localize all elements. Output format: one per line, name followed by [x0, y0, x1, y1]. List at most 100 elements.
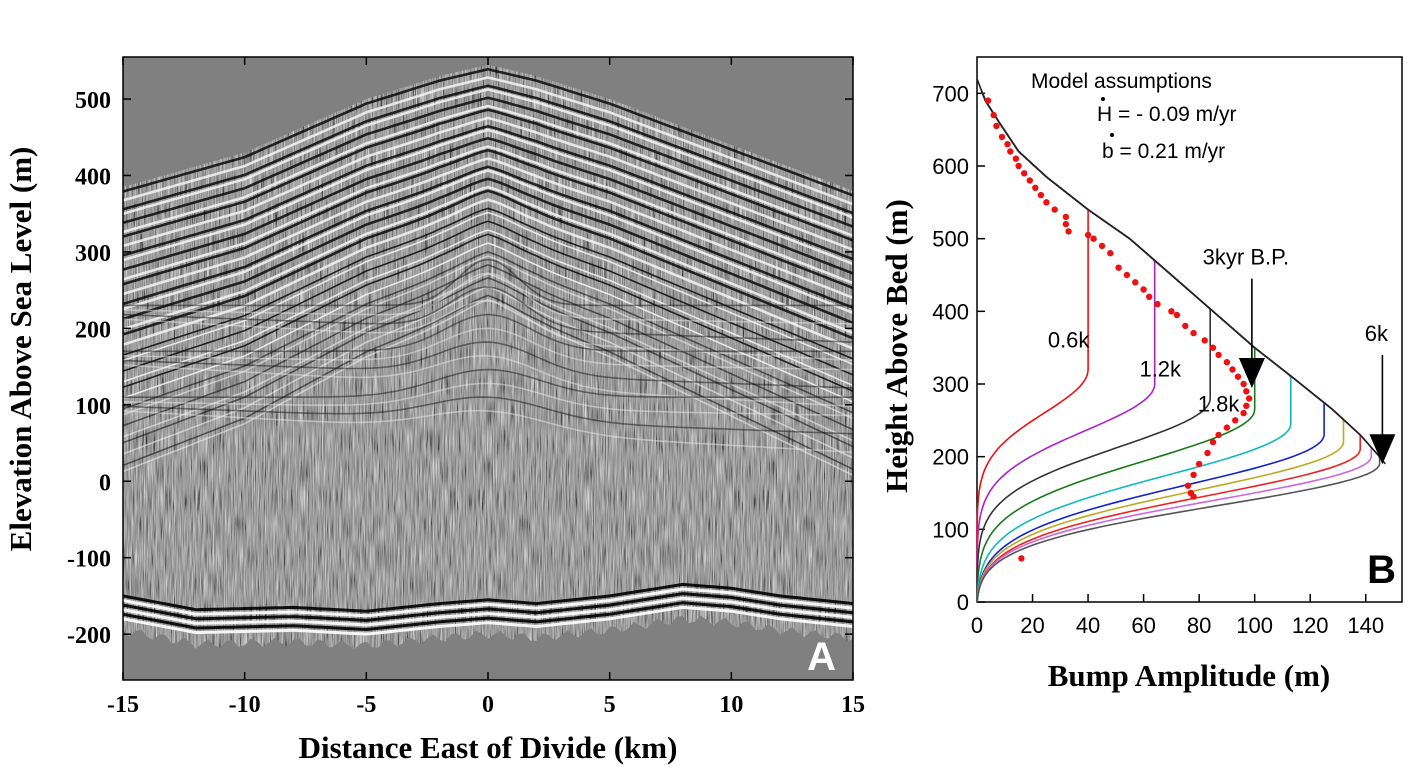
- panel-a-xtick-label: 0: [482, 692, 494, 718]
- panel-b-x-axis-label: Bump Amplitude (m): [1048, 658, 1330, 693]
- observed-point: [1201, 337, 1208, 344]
- observed-point: [1243, 402, 1250, 409]
- panel-b-ytick-label: 200: [932, 445, 969, 470]
- observed-point: [1195, 460, 1203, 468]
- observed-point: [1107, 250, 1114, 257]
- assumption-h-dot: [1101, 97, 1105, 101]
- assumption-b-dot: [1110, 133, 1114, 137]
- panel-a-x-axis-label: Distance East of Divide (km): [299, 730, 678, 765]
- panel-b-xtick-label: 80: [1187, 613, 1211, 638]
- observed-point: [1146, 293, 1153, 300]
- observed-point: [1245, 395, 1253, 402]
- assumptions-title: Model assumptions: [1031, 70, 1212, 93]
- observed-point: [1123, 271, 1131, 279]
- observed-point: [1062, 213, 1070, 221]
- observed-point: [1209, 344, 1217, 351]
- panel-b-ytick-label: 0: [957, 590, 969, 615]
- observed-point: [1190, 329, 1197, 337]
- curve-label: 0.6k: [1048, 328, 1091, 353]
- observed-point: [1020, 170, 1028, 177]
- observed-point: [1115, 264, 1122, 271]
- panel-b-xtick-label: 60: [1131, 613, 1155, 638]
- panel-b-xtick-label: 0: [971, 613, 983, 638]
- panel-a-y-axis-label: Elevation Above Sea Level (m): [3, 147, 38, 552]
- panel-a: -15 -10 -5 0 5 10 15 500 400 300 200 100 0 -100 -200 A…: [3, 56, 865, 765]
- panel-b-xtick-label: 100: [1236, 613, 1273, 638]
- panel-b-label: B: [1367, 548, 1396, 592]
- arrow-head: [1369, 434, 1396, 465]
- internal-layers: [123, 67, 853, 636]
- panel-b: 0 20 40 60 80 100 120 140 0 100 200 300 400 500 600 700…: [879, 56, 1403, 693]
- observed-point: [1051, 206, 1058, 213]
- observed-point: [1004, 141, 1011, 148]
- panel-b-ytick-label: 600: [932, 154, 969, 179]
- observed-point: [1215, 351, 1222, 359]
- observed-point: [998, 133, 1006, 141]
- observed-point: [1062, 220, 1070, 228]
- observed-point: [1190, 493, 1197, 500]
- curve-label: 1.2k: [1139, 357, 1182, 382]
- panel-b-ytick-label: 300: [932, 372, 969, 397]
- observed-point: [1026, 177, 1034, 184]
- radar-ice-section: [123, 64, 853, 650]
- observed-point: [1098, 242, 1106, 250]
- observed-point: [1032, 184, 1039, 191]
- observed-point: [1232, 417, 1239, 424]
- assumption-b: b = 0.21 m/yr: [1102, 140, 1225, 163]
- observed-point: [1243, 388, 1250, 395]
- panel-b-xtick-label: 120: [1292, 613, 1329, 638]
- panel-a-ytick-label: 400: [75, 164, 111, 190]
- observed-point: [1204, 449, 1211, 457]
- observed-point: [1154, 300, 1161, 308]
- observed-point: [1240, 409, 1247, 417]
- panel-a-ytick-label: 200: [75, 317, 111, 343]
- observed-point: [1215, 431, 1222, 439]
- panel-a-ytick-label: -200: [67, 623, 111, 649]
- curve-label: 1.8k: [1198, 392, 1241, 417]
- observed-point: [1209, 438, 1217, 446]
- observed-point: [1007, 148, 1014, 155]
- panel-b-ytick-label: 400: [932, 299, 969, 324]
- observed-point: [1140, 286, 1147, 293]
- observed-point: [1037, 191, 1045, 199]
- arrow-label: 3kyr B.P.: [1203, 245, 1289, 270]
- arrow-head: [1238, 358, 1265, 388]
- panel-a-ytick-label: 300: [75, 241, 111, 267]
- observed-point: [1190, 471, 1197, 478]
- observed-point: [1184, 482, 1192, 489]
- panel-b-xtick-label: 40: [1076, 613, 1100, 638]
- observed-point: [1182, 322, 1189, 330]
- panel-a-label: A: [807, 635, 836, 679]
- observed-point: [1223, 359, 1231, 366]
- panel-b-xtick-label: 140: [1347, 613, 1384, 638]
- panel-a-xtick-label: 10: [719, 692, 743, 718]
- panel-b-frame: [976, 56, 1403, 603]
- observed-point: [1018, 555, 1025, 562]
- panel-b-xtick-label: 20: [1020, 613, 1044, 638]
- panel-a-xtick-label: -10: [229, 692, 261, 718]
- panel-a-xtick-label: 15: [841, 692, 865, 718]
- observed-point: [1229, 366, 1236, 373]
- observed-point: [1084, 231, 1092, 239]
- assumption-h: H = - 0.09 m/yr: [1097, 103, 1236, 126]
- observed-point: [1132, 279, 1139, 286]
- observed-point: [1173, 311, 1181, 319]
- panel-a-xtick-label: -5: [356, 692, 376, 718]
- panel-a-ytick-label: 500: [75, 88, 111, 114]
- observed-point: [1043, 199, 1050, 206]
- observed-point: [1090, 235, 1097, 242]
- panel-b-ytick-label: 100: [932, 517, 969, 542]
- arrow-label: 6k: [1365, 321, 1389, 346]
- panel-b-ytick-label: 500: [932, 227, 969, 252]
- observed-point: [1015, 162, 1022, 170]
- observed-point: [1168, 308, 1175, 315]
- observed-point: [1234, 373, 1242, 380]
- observed-point: [1240, 380, 1247, 388]
- panel-b-ytick-label: 700: [932, 81, 969, 106]
- observed-point: [990, 111, 997, 119]
- observed-points: [984, 97, 1253, 562]
- panel-a-xtick-label: -15: [107, 692, 139, 718]
- observed-point: [984, 97, 992, 104]
- panel-a-xtick-label: 5: [604, 692, 616, 718]
